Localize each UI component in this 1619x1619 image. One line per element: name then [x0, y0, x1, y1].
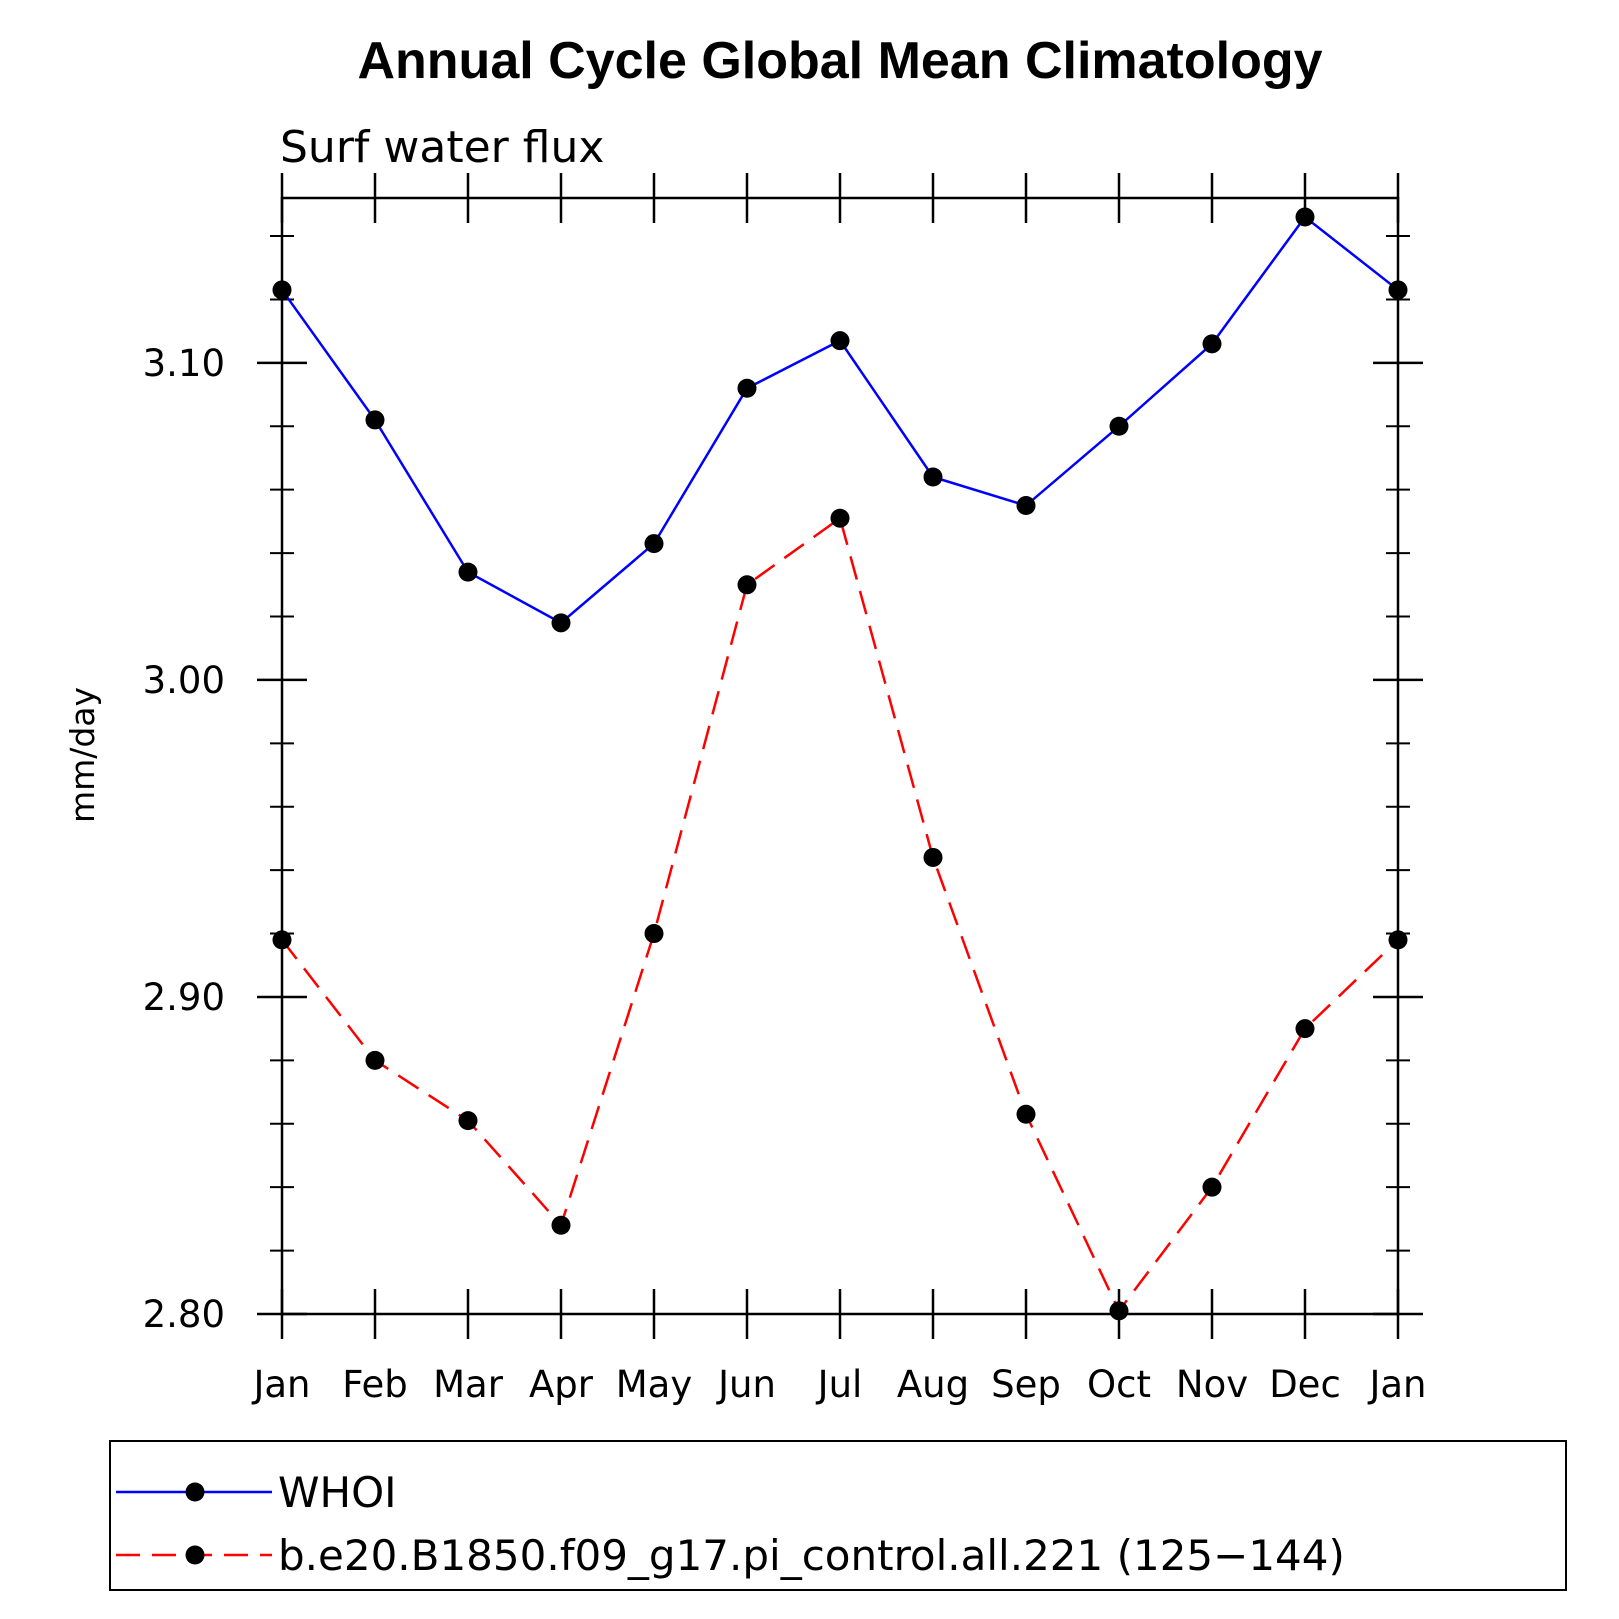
series-1-point: [644, 534, 664, 554]
legend-marker-1: [185, 1482, 205, 1502]
series-1-point: [830, 331, 850, 351]
series-2-point: [365, 1050, 385, 1070]
series-1-point: [1016, 496, 1036, 516]
series-1-point: [458, 562, 478, 582]
series-1-point: [1295, 207, 1315, 227]
x-tick-label: Aug: [897, 1363, 969, 1406]
x-tick-label: Feb: [342, 1363, 408, 1406]
legend-label-2: b.e20.B1850.f09_g17.pi_control.all.221 (…: [278, 1531, 1345, 1580]
x-tick-label: Oct: [1087, 1363, 1151, 1406]
series-line-2: [281, 516, 1399, 1314]
legend-label-1: WHOI: [278, 1468, 397, 1517]
series-2-point: [1109, 1301, 1129, 1321]
y-axis-label: mm/day: [63, 687, 102, 823]
x-tick-label: May: [616, 1363, 693, 1406]
legend-box: [109, 1440, 1567, 1591]
x-tick-label: Jul: [816, 1363, 863, 1406]
y-tick-label: 2.90: [143, 976, 225, 1019]
series-2-point: [1388, 930, 1408, 950]
x-tick-label: Nov: [1176, 1363, 1248, 1406]
series-1-point: [737, 378, 757, 398]
series-2-point: [923, 847, 943, 867]
plot-frame: [280, 196, 1400, 1316]
x-tick-label: Jun: [716, 1363, 776, 1406]
series-2-point: [1016, 1104, 1036, 1124]
y-tick-label: 2.80: [143, 1293, 225, 1336]
series-1-point: [272, 280, 292, 300]
x-tick-label: Jan: [1367, 1363, 1426, 1406]
series-1-point: [1388, 280, 1408, 300]
series-1-point: [1109, 416, 1129, 436]
series-line-1: [280, 215, 1399, 625]
series-1-point: [551, 613, 571, 633]
x-tick-label: Dec: [1269, 1363, 1341, 1406]
minor-ticks: [270, 235, 1410, 1252]
series-1-point: [365, 410, 385, 430]
chart-title: Annual Cycle Global Mean Climatology: [357, 32, 1322, 90]
series-2-point: [458, 1111, 478, 1131]
series-2-point: [737, 575, 757, 595]
chart-subtitle: Surf water flux: [280, 122, 604, 173]
x-tick-label: Jan: [251, 1363, 310, 1406]
series-1-point: [923, 467, 943, 487]
y-tick-label: 3.10: [143, 342, 225, 385]
x-tick-labels: Jan Feb Mar Apr May Jun Jul Aug Sep Oct Nov Dec Jan: [251, 1363, 1426, 1406]
series-2-point: [272, 930, 292, 950]
y-tick-labels: 2.80 2.90 3.00 3.10: [143, 342, 225, 1336]
x-tick-label: Apr: [529, 1363, 594, 1406]
legend: WHOI b.e20.B1850.f09_g17.pi_control.all.2…: [109, 1440, 1567, 1591]
x-tick-label: Sep: [991, 1363, 1061, 1406]
series-2-point: [644, 924, 664, 944]
y-tick-label: 3.00: [143, 659, 225, 702]
x-tick-label: Mar: [433, 1363, 504, 1406]
series-1-point: [1202, 334, 1222, 354]
series-2-point: [830, 508, 850, 528]
series-2-point: [551, 1215, 571, 1235]
series-group: [272, 207, 1408, 1321]
series-2-point: [1295, 1019, 1315, 1039]
series-2-point: [1202, 1177, 1222, 1197]
legend-marker-2: [185, 1545, 205, 1565]
